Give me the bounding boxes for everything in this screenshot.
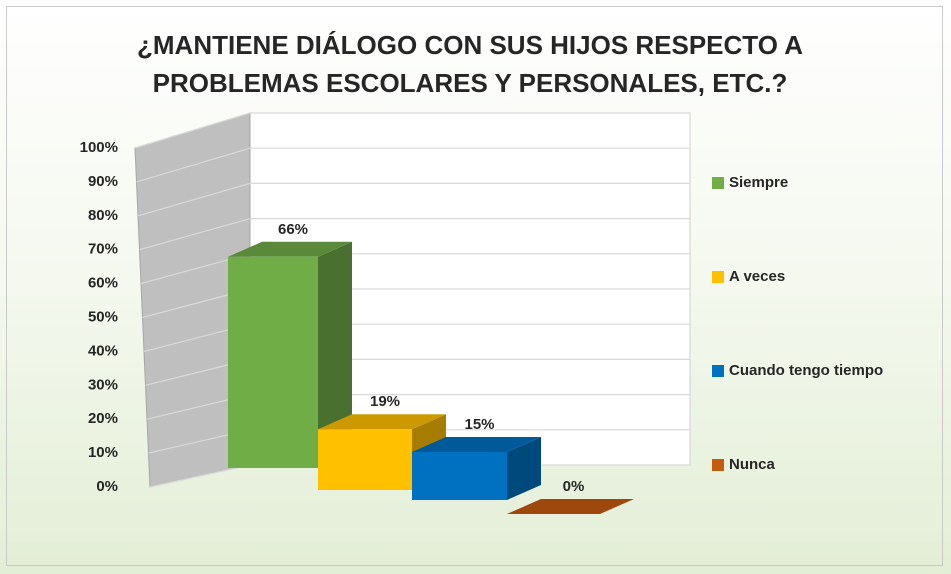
bar-top [507, 499, 634, 514]
y-tick-label: 100% [80, 139, 118, 156]
bar [318, 429, 412, 490]
bar-top [318, 414, 446, 430]
legend-label: Cuando tengo tiempo [729, 362, 883, 379]
data-label: 0% [563, 478, 585, 495]
y-tick-label: 20% [88, 410, 118, 427]
legend-swatch [712, 177, 724, 189]
y-tick-label: 30% [88, 376, 118, 393]
data-label: 19% [370, 393, 400, 410]
bar-side [507, 437, 541, 500]
chart-border [6, 6, 943, 566]
bar [228, 256, 318, 468]
y-tick-label: 80% [88, 207, 118, 224]
y-tick-label: 0% [96, 478, 118, 495]
legend-swatch [712, 271, 724, 283]
y-tick-label: 60% [88, 275, 118, 292]
grid-line [134, 112, 690, 149]
y-tick-label: 70% [88, 241, 118, 258]
data-label: 66% [278, 221, 308, 238]
legend-swatch [712, 459, 724, 471]
grid-line [136, 147, 690, 183]
bar-top [412, 437, 541, 452]
chart-title: ¿MANTIENE DIÁLOGO CON SUS HIJOS RESPECTO… [137, 30, 803, 98]
legend-swatch [712, 365, 724, 377]
data-label: 15% [464, 416, 494, 433]
bar-top [228, 241, 352, 257]
y-tick-label: 10% [88, 444, 118, 461]
y-tick-label: 50% [88, 308, 118, 325]
y-tick-label: 40% [88, 342, 118, 359]
legend-label: Siempre [729, 174, 788, 191]
grid-line [139, 218, 690, 251]
legend-label: A veces [729, 268, 785, 285]
bar-side [318, 241, 352, 468]
bar [412, 452, 507, 500]
y-tick-label: 90% [88, 173, 118, 190]
grid-line [137, 182, 690, 217]
legend-label: Nunca [729, 456, 776, 473]
